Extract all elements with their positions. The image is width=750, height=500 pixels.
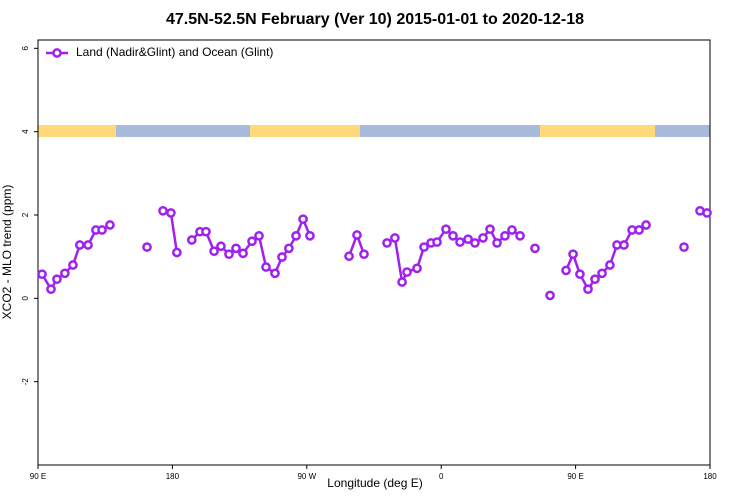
x-tick-label: 180 bbox=[166, 472, 180, 481]
data-point bbox=[702, 208, 712, 218]
data-point bbox=[172, 247, 182, 258]
data-point bbox=[97, 225, 107, 235]
data-point bbox=[359, 249, 369, 260]
data-point bbox=[634, 225, 644, 235]
data-point bbox=[261, 262, 271, 272]
data-point bbox=[619, 240, 629, 250]
data-point bbox=[231, 243, 241, 254]
data-point bbox=[575, 269, 585, 280]
data-point bbox=[492, 238, 502, 248]
data-point bbox=[254, 230, 264, 241]
data-point bbox=[291, 230, 301, 241]
data-point bbox=[277, 252, 287, 262]
y-tick-label: 6 bbox=[21, 46, 30, 51]
data-point bbox=[545, 290, 555, 301]
data-point bbox=[397, 277, 407, 287]
data-point bbox=[186, 235, 197, 245]
data-point bbox=[641, 220, 651, 230]
data-point bbox=[68, 260, 78, 270]
data-point bbox=[605, 260, 615, 270]
data-point bbox=[419, 242, 429, 252]
data-point bbox=[590, 274, 600, 285]
data-point bbox=[52, 274, 62, 285]
data-point bbox=[238, 248, 248, 259]
y-tick-label: 2 bbox=[21, 212, 30, 217]
data-point bbox=[485, 224, 495, 235]
data-point bbox=[402, 267, 412, 277]
data-point bbox=[455, 237, 465, 247]
data-point bbox=[515, 230, 525, 241]
data-point bbox=[441, 224, 451, 235]
data-point bbox=[382, 238, 392, 248]
map-strip bbox=[38, 125, 710, 137]
y-axis-label: XCO2 - MLO trend (ppm) bbox=[0, 185, 14, 320]
data-point bbox=[105, 220, 115, 230]
data-point bbox=[46, 284, 56, 295]
x-tick-label: 90 E bbox=[30, 472, 46, 481]
data-point bbox=[561, 265, 571, 276]
data-point bbox=[74, 240, 85, 250]
data-point bbox=[166, 208, 176, 218]
data-point bbox=[530, 243, 540, 254]
data-point bbox=[224, 249, 234, 260]
y-tick-label: 4 bbox=[21, 129, 30, 134]
data-point bbox=[142, 242, 152, 252]
data-point bbox=[158, 205, 168, 216]
legend-marker bbox=[52, 48, 62, 58]
plot-frame bbox=[37, 39, 711, 466]
data-point bbox=[284, 243, 294, 254]
x-tick-label: 90 E bbox=[567, 472, 583, 481]
x-tick-label: 180 bbox=[703, 472, 717, 481]
data-point bbox=[448, 230, 458, 241]
data-point bbox=[83, 240, 93, 250]
data-point bbox=[201, 226, 211, 237]
chart-title: 47.5N-52.5N February (Ver 10) 2015-01-01… bbox=[166, 11, 584, 28]
data-point bbox=[37, 269, 47, 280]
x-tick-label: 0 bbox=[439, 472, 444, 481]
x-tick-label: 90 W bbox=[297, 472, 316, 481]
data-point bbox=[298, 214, 308, 225]
data-point bbox=[344, 251, 354, 262]
data-point bbox=[597, 268, 607, 279]
y-tick-label: -2 bbox=[21, 378, 30, 386]
data-point bbox=[478, 233, 488, 243]
data-point bbox=[412, 263, 422, 274]
data-point bbox=[679, 242, 689, 252]
data-point bbox=[568, 249, 578, 260]
data-point bbox=[390, 233, 400, 243]
series-line bbox=[40, 209, 708, 292]
data-point bbox=[432, 237, 442, 247]
data-point bbox=[463, 234, 473, 245]
data-point bbox=[500, 230, 510, 241]
x-axis-label: Longitude (deg E) bbox=[327, 476, 422, 490]
data-point bbox=[209, 246, 219, 257]
data-point bbox=[60, 268, 70, 279]
data-point bbox=[507, 225, 517, 235]
data-point bbox=[352, 230, 362, 240]
legend-label: Land (Nadir&Glint) and Ocean (Glint) bbox=[76, 45, 273, 59]
data-point bbox=[216, 241, 226, 252]
data-point bbox=[583, 284, 593, 295]
data-point bbox=[305, 230, 315, 241]
data-point bbox=[247, 236, 257, 247]
data-point bbox=[270, 268, 280, 279]
y-tick-label: 0 bbox=[21, 296, 30, 301]
data-point bbox=[470, 238, 480, 248]
